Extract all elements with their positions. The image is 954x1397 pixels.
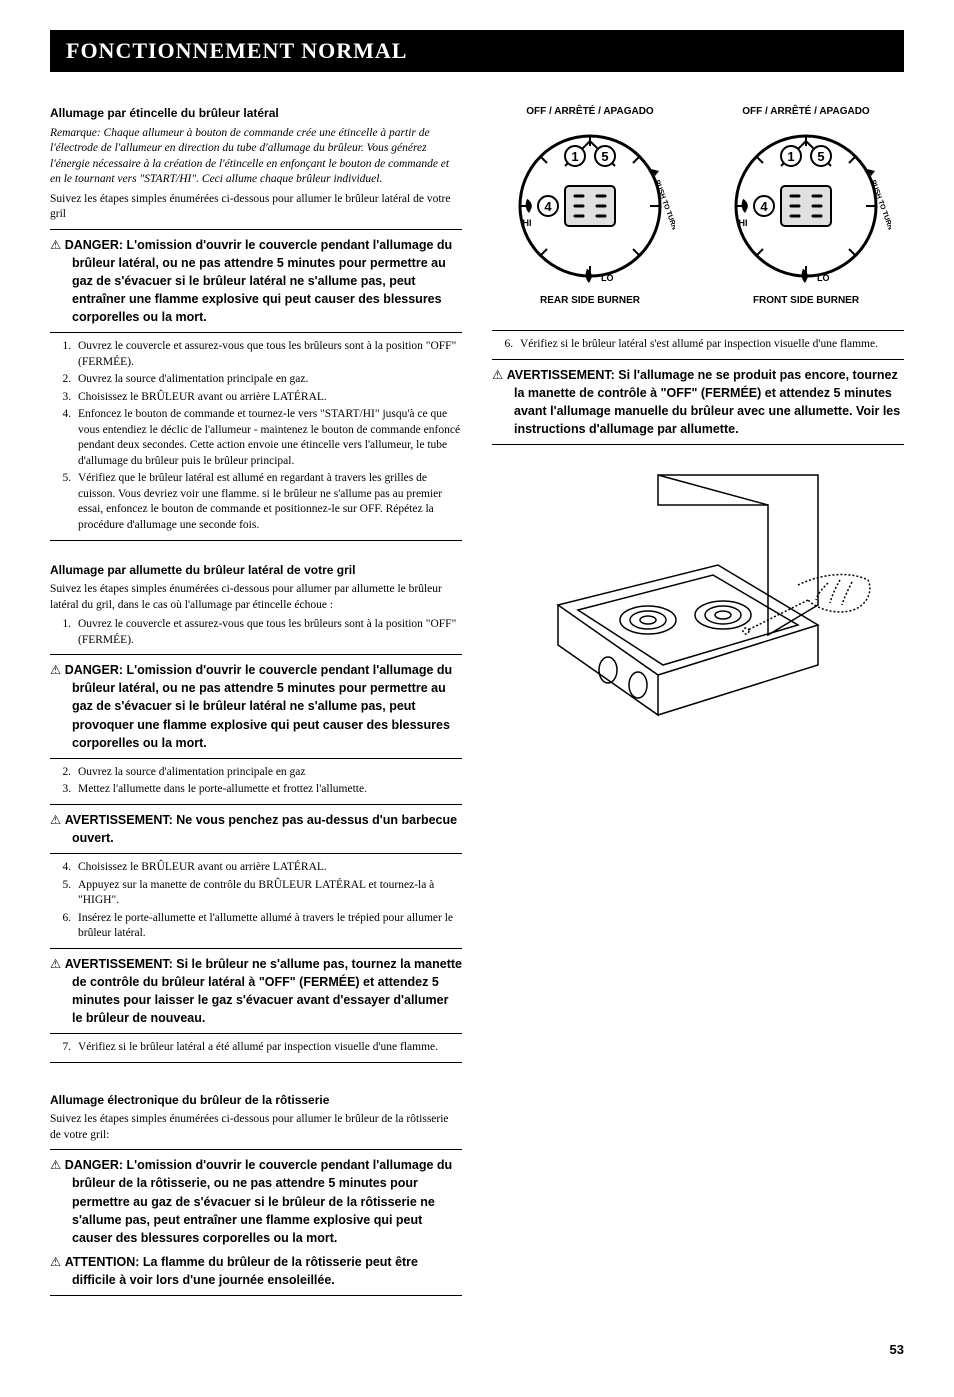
divider bbox=[50, 758, 462, 759]
right-warn: AVERTISSEMENT: Si l'allumage ne se produ… bbox=[492, 366, 904, 439]
section2-danger1: DANGER: L'omission d'ouvrir le couvercle… bbox=[50, 661, 462, 752]
title-bar: FONCTIONNEMENT NORMAL bbox=[50, 30, 904, 72]
front-dial-icon: 1 5 4 HI LO PUSH TO TURN bbox=[721, 121, 891, 291]
side-burner-match-icon bbox=[518, 455, 878, 755]
dial-off-label: OFF / ARRÊTÉ / APAGADO bbox=[708, 106, 904, 117]
svg-text:5: 5 bbox=[817, 149, 824, 164]
section2-steps-c: Choisissez le BRÛLEUR avant ou arrière L… bbox=[50, 860, 462, 942]
rear-dial-block: OFF / ARRÊTÉ / APAGADO bbox=[492, 102, 688, 310]
divider bbox=[492, 330, 904, 331]
divider bbox=[50, 853, 462, 854]
svg-text:HI: HI bbox=[739, 218, 748, 228]
step-item: Choisissez le BRÛLEUR avant ou arrière L… bbox=[74, 860, 462, 876]
lo-label: LO bbox=[601, 273, 614, 283]
section2-steps-b: Ouvrez la source d'alimentation principa… bbox=[50, 765, 462, 798]
left-column: Allumage par étincelle du brûleur latéra… bbox=[50, 92, 462, 1302]
section3-attention: ATTENTION: La flamme du brûleur de la rô… bbox=[50, 1253, 462, 1289]
section1-steps: Ouvrez le couvercle et assurez-vous que … bbox=[50, 339, 462, 533]
section2-steps-d: Vérifiez si le brûleur latéral a été all… bbox=[50, 1040, 462, 1056]
page-number: 53 bbox=[50, 1342, 904, 1357]
section3-heading: Allumage électronique du brûleur de la r… bbox=[50, 1093, 462, 1109]
section2-steps-a: Ouvrez le couvercle et assurez-vous que … bbox=[50, 617, 462, 648]
section3-danger: DANGER: L'omission d'ouvrir le couvercle… bbox=[50, 1156, 462, 1247]
hi-label: HI bbox=[523, 218, 532, 228]
step-item: Ouvrez la source d'alimentation principa… bbox=[74, 372, 462, 388]
section1-heading: Allumage par étincelle du brûleur latéra… bbox=[50, 106, 462, 122]
section1-danger: DANGER: L'omission d'ouvrir le couvercle… bbox=[50, 236, 462, 327]
section2-warn1: AVERTISSEMENT: Ne vous penchez pas au-de… bbox=[50, 811, 462, 847]
section1-note: Remarque: Chaque allumeur à bouton de co… bbox=[50, 126, 462, 188]
section1-intro: Suivez les étapes simples énumérées ci-d… bbox=[50, 192, 462, 223]
svg-text:4: 4 bbox=[760, 199, 768, 214]
step-item: Mettez l'allumette dans le porte-allumet… bbox=[74, 782, 462, 798]
step-item: Vérifiez si le brûleur latéral s'est all… bbox=[516, 337, 904, 353]
divider bbox=[492, 444, 904, 445]
step-item: Vérifiez si le brûleur latéral a été all… bbox=[74, 1040, 462, 1056]
divider bbox=[50, 1295, 462, 1296]
divider bbox=[50, 229, 462, 230]
section2-heading: Allumage par allumette du brûleur latéra… bbox=[50, 563, 462, 579]
match-light-illustration bbox=[492, 455, 904, 760]
step-item: Ouvrez la source d'alimentation principa… bbox=[74, 765, 462, 781]
step-item: Insérez le porte-allumette et l'allumett… bbox=[74, 911, 462, 942]
step-item: Choisissez le BRÛLEUR avant ou arrière L… bbox=[74, 390, 462, 406]
divider bbox=[50, 1149, 462, 1150]
divider bbox=[50, 540, 462, 541]
svg-text:1: 1 bbox=[571, 149, 578, 164]
front-dial-block: OFF / ARRÊTÉ / APAGADO bbox=[708, 102, 904, 310]
dial-off-label: OFF / ARRÊTÉ / APAGADO bbox=[492, 106, 688, 117]
step-item: Appuyez sur la manette de contrôle du BR… bbox=[74, 878, 462, 909]
section2-intro: Suivez les étapes simples énumérées ci-d… bbox=[50, 582, 462, 613]
svg-text:4: 4 bbox=[544, 199, 552, 214]
section2-warn2: AVERTISSEMENT: Si le brûleur ne s'allume… bbox=[50, 955, 462, 1028]
divider bbox=[50, 654, 462, 655]
divider bbox=[492, 359, 904, 360]
right-step6: Vérifiez si le brûleur latéral s'est all… bbox=[492, 337, 904, 353]
front-burner-label: FRONT SIDE BURNER bbox=[708, 295, 904, 306]
step-item: Ouvrez le couvercle et assurez-vous que … bbox=[74, 339, 462, 370]
svg-text:1: 1 bbox=[787, 149, 794, 164]
step-item: Enfoncez le bouton de commande et tourne… bbox=[74, 407, 462, 469]
rear-burner-label: REAR SIDE BURNER bbox=[492, 295, 688, 306]
divider bbox=[50, 1033, 462, 1034]
svg-text:LO: LO bbox=[817, 273, 830, 283]
right-column: OFF / ARRÊTÉ / APAGADO bbox=[492, 92, 904, 1302]
page-title: FONCTIONNEMENT NORMAL bbox=[66, 38, 888, 64]
divider bbox=[50, 948, 462, 949]
svg-text:5: 5 bbox=[601, 149, 608, 164]
divider bbox=[50, 332, 462, 333]
step-item: Ouvrez le couvercle et assurez-vous que … bbox=[74, 617, 462, 648]
rear-dial-icon: 1 5 4 HI LO PUSH TO TURN bbox=[505, 121, 675, 291]
dials-figure: OFF / ARRÊTÉ / APAGADO bbox=[492, 102, 904, 310]
divider bbox=[50, 1062, 462, 1063]
divider bbox=[50, 804, 462, 805]
section3-intro: Suivez les étapes simples énumérées ci-d… bbox=[50, 1112, 462, 1143]
step-item: Vérifiez que le brûleur latéral est allu… bbox=[74, 471, 462, 533]
